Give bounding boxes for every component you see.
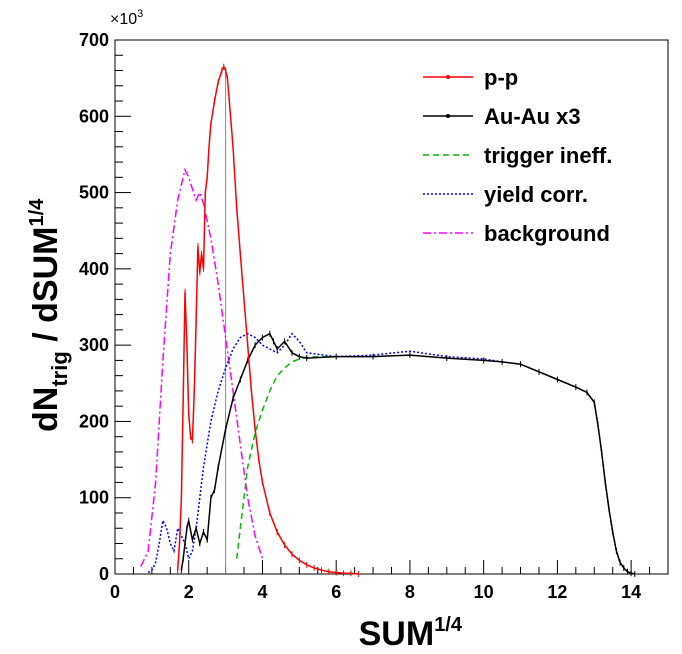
y-tick-label: 100 xyxy=(79,488,109,508)
legend-label: background xyxy=(484,221,610,246)
y-tick-label: 200 xyxy=(79,411,109,431)
series-layer xyxy=(140,63,636,577)
series-line-0 xyxy=(176,64,359,575)
y-axis-title-d: dN xyxy=(27,387,65,432)
y-multiplier: ×103 xyxy=(110,8,143,28)
legend-label: trigger ineff. xyxy=(484,143,612,168)
x-tick-label: 2 xyxy=(184,582,194,602)
series-line-3 xyxy=(147,332,635,575)
x-tick-label: 14 xyxy=(621,582,641,602)
legend-marker xyxy=(446,114,450,118)
x-tick-label: 8 xyxy=(405,582,415,602)
x-axis-title-main: SUM xyxy=(359,615,435,653)
x-axis-title: SUM1/4 xyxy=(359,614,463,653)
y-tick-label: 0 xyxy=(99,564,109,584)
y-axis-title: dNtrig / dSUM1/4 xyxy=(26,198,72,432)
y-multiplier-base: ×10 xyxy=(110,11,137,28)
legend: p-p Au-Au x3 trigger ineff. yield corr. back… xyxy=(423,65,612,246)
y-tick-label: 500 xyxy=(79,183,109,203)
x-tick-label: 10 xyxy=(474,582,494,602)
y-tick-label: 600 xyxy=(79,106,109,126)
y-axis-title-sup: 1/4 xyxy=(26,198,48,227)
legend-label: yield corr. xyxy=(484,182,588,207)
y-axis-title-sub: trig xyxy=(47,351,72,386)
series-line-4 xyxy=(140,167,264,567)
y-tick-label: 400 xyxy=(79,259,109,279)
y-tick-label: 700 xyxy=(79,30,109,50)
x-tick-label: 0 xyxy=(110,582,120,602)
x-tick-label: 6 xyxy=(331,582,341,602)
y-tick-label: 300 xyxy=(79,335,109,355)
frame xyxy=(114,39,669,575)
legend-marker xyxy=(446,75,450,79)
x-tick-label: 12 xyxy=(547,582,567,602)
x-tick-label: 4 xyxy=(257,582,267,602)
x-axis-title-sup: 1/4 xyxy=(434,614,463,636)
y-axis-title-mid: / dSUM xyxy=(27,227,65,352)
legend-label: Au-Au x3 xyxy=(484,104,581,129)
y-multiplier-exp: 3 xyxy=(137,8,143,20)
axes: 0 2 4 6 8 10 12 14 0 100 200 300 400 500 600 700 xyxy=(79,30,669,602)
legend-label: p-p xyxy=(484,65,518,90)
